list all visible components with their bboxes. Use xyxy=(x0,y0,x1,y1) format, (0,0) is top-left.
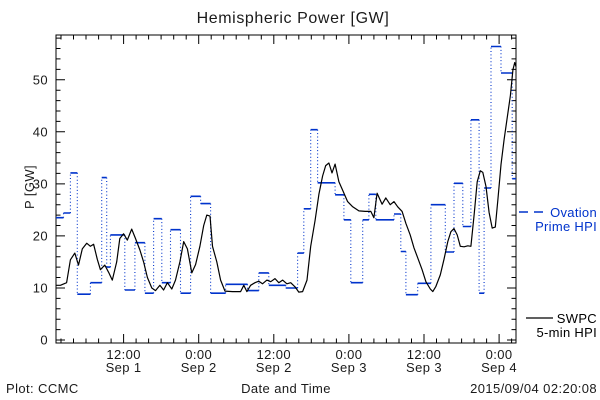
x-tick-date: Sep 2 xyxy=(256,360,292,375)
y-tick-label: 20 xyxy=(33,228,48,243)
x-tick-date: Sep 3 xyxy=(331,360,367,375)
x-tick-time: 12:00 xyxy=(106,347,141,362)
y-axis-title: P [GW] xyxy=(22,165,37,209)
ovation-dashed-line-icon xyxy=(519,211,547,213)
minor-ticks xyxy=(56,35,516,343)
legend-swpc-label1: SWPC xyxy=(556,311,597,326)
swpc-series-line xyxy=(56,62,517,293)
y-tick-label: 50 xyxy=(33,72,48,87)
x-axis-title: Date and Time xyxy=(241,381,331,396)
y-tick-label: 0 xyxy=(40,333,48,348)
x-tick-date: Sep 3 xyxy=(406,360,442,375)
legend-ovation-line1: Ovation xyxy=(519,206,597,220)
plot-timestamp: 2015/09/04 02:20:08 xyxy=(470,381,597,396)
legend-swpc: SWPC 5-min HPI xyxy=(525,311,597,340)
swpc-solid-line-icon xyxy=(525,317,553,319)
x-tick-time: 12:00 xyxy=(257,347,292,362)
x-tick-date: Sep 1 xyxy=(106,360,142,375)
x-tick-time: 0:00 xyxy=(335,347,362,362)
x-tick-date: Sep 4 xyxy=(481,360,517,375)
plot-credit: Plot: CCMC xyxy=(6,381,79,396)
ovation-series-steps xyxy=(56,45,516,296)
legend-ovation-label2: Prime HPI xyxy=(535,219,597,234)
plot-border xyxy=(55,34,517,344)
x-tick-time: 0:00 xyxy=(185,347,212,362)
legend-ovation: Ovation Prime HPI xyxy=(519,206,597,234)
y-tick-label: 40 xyxy=(33,124,48,139)
x-tick-time: 0:00 xyxy=(486,347,513,362)
page-title: Hemispheric Power [GW] xyxy=(196,10,390,27)
legend-swpc-label2: 5-min HPI xyxy=(536,325,597,340)
legend-ovation-label1: Ovation xyxy=(550,205,597,220)
x-tick-date: Sep 2 xyxy=(181,360,217,375)
x-tick-time: 12:00 xyxy=(407,347,442,362)
y-tick-label: 30 xyxy=(33,176,48,191)
major-ticks xyxy=(56,35,516,343)
y-tick-label: 10 xyxy=(33,281,48,296)
legend-swpc-line1: SWPC xyxy=(525,311,597,326)
ovation-series-connectors xyxy=(62,46,513,295)
